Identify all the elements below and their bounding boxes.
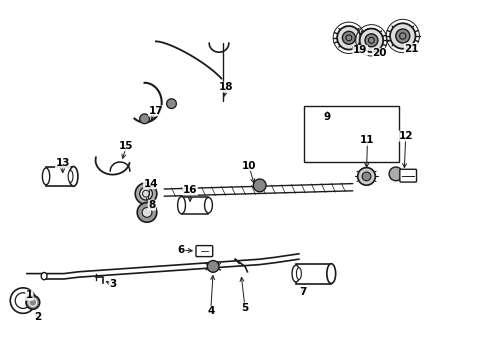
Text: 20: 20 bbox=[372, 48, 387, 58]
Text: 1: 1 bbox=[26, 290, 33, 300]
Text: 15: 15 bbox=[119, 141, 134, 151]
Text: 6: 6 bbox=[178, 245, 185, 255]
Ellipse shape bbox=[68, 171, 73, 182]
Bar bbox=[304, 106, 399, 162]
Circle shape bbox=[360, 28, 383, 52]
Ellipse shape bbox=[296, 268, 301, 280]
Ellipse shape bbox=[41, 273, 47, 280]
Text: 19: 19 bbox=[353, 45, 368, 55]
Text: 2: 2 bbox=[35, 312, 42, 322]
Circle shape bbox=[337, 26, 361, 50]
Bar bbox=[46, 166, 74, 186]
Ellipse shape bbox=[69, 166, 78, 186]
Circle shape bbox=[167, 99, 176, 109]
Text: 14: 14 bbox=[144, 179, 158, 189]
Ellipse shape bbox=[327, 264, 336, 284]
Circle shape bbox=[142, 207, 152, 217]
FancyBboxPatch shape bbox=[196, 246, 213, 257]
Ellipse shape bbox=[177, 197, 185, 214]
Bar bbox=[296, 264, 331, 284]
Text: 7: 7 bbox=[299, 287, 307, 297]
Circle shape bbox=[140, 114, 149, 124]
Circle shape bbox=[362, 172, 371, 181]
Circle shape bbox=[389, 167, 403, 181]
Text: 8: 8 bbox=[148, 200, 155, 210]
Text: 10: 10 bbox=[242, 161, 256, 171]
Circle shape bbox=[396, 29, 410, 43]
Text: 13: 13 bbox=[55, 158, 70, 168]
Text: 5: 5 bbox=[242, 303, 248, 313]
FancyBboxPatch shape bbox=[400, 169, 416, 182]
Circle shape bbox=[358, 168, 375, 185]
Circle shape bbox=[365, 34, 378, 47]
Text: 9: 9 bbox=[324, 112, 331, 122]
Ellipse shape bbox=[43, 168, 50, 185]
Circle shape bbox=[390, 23, 416, 49]
Circle shape bbox=[253, 179, 266, 192]
Text: 12: 12 bbox=[398, 131, 413, 141]
Circle shape bbox=[140, 187, 152, 200]
Text: 4: 4 bbox=[207, 306, 215, 316]
Text: 18: 18 bbox=[219, 82, 234, 92]
Circle shape bbox=[343, 31, 355, 44]
Text: 17: 17 bbox=[148, 106, 163, 116]
Circle shape bbox=[135, 183, 157, 204]
Ellipse shape bbox=[292, 265, 300, 282]
Ellipse shape bbox=[205, 197, 213, 213]
Circle shape bbox=[137, 203, 157, 222]
Text: 11: 11 bbox=[360, 135, 375, 145]
Bar bbox=[182, 197, 209, 214]
Text: 3: 3 bbox=[109, 279, 116, 289]
Circle shape bbox=[207, 261, 219, 272]
Text: 16: 16 bbox=[183, 185, 197, 195]
Circle shape bbox=[26, 296, 40, 309]
Text: 21: 21 bbox=[404, 44, 419, 54]
